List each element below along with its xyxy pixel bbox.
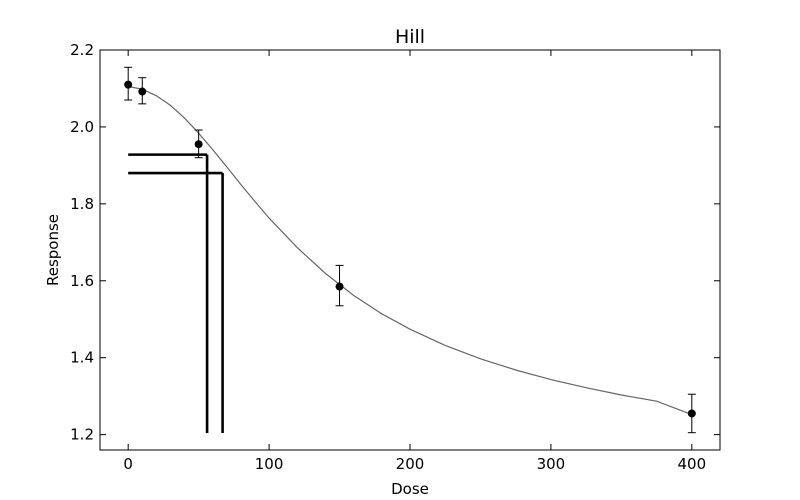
x-tick-label-2: 200 <box>396 455 425 473</box>
y-tick-label-2: 1.6 <box>70 272 94 290</box>
y-tick-label-5: 2.2 <box>70 41 94 59</box>
y-axis-label: Response <box>44 214 62 286</box>
x-tick-label-0: 0 <box>123 455 133 473</box>
y-tick-label-1: 1.4 <box>70 349 94 367</box>
x-tick-label-3: 300 <box>537 455 566 473</box>
x-tick-label-1: 100 <box>255 455 284 473</box>
x-axis-label: Dose <box>391 480 429 498</box>
data-point-0 <box>124 80 133 89</box>
data-point-1 <box>138 87 147 96</box>
plot-area <box>124 66 696 434</box>
y-tick-label-0: 1.2 <box>70 426 94 444</box>
y-tick-label-4: 2.0 <box>70 118 94 136</box>
y-tick-label-3: 1.8 <box>70 195 94 213</box>
data-point-4 <box>687 409 696 418</box>
x-axis: 0 100 200 300 400 <box>123 50 706 473</box>
x-tick-label-4: 400 <box>677 455 706 473</box>
data-point-2 <box>194 140 203 149</box>
plot-frame <box>99 49 721 451</box>
fitted-curve <box>128 85 693 416</box>
data-point-3 <box>335 282 344 291</box>
chart-title: Hill <box>395 26 425 48</box>
y-axis: 1.2 1.4 1.6 1.8 2.0 2.2 <box>70 41 720 444</box>
